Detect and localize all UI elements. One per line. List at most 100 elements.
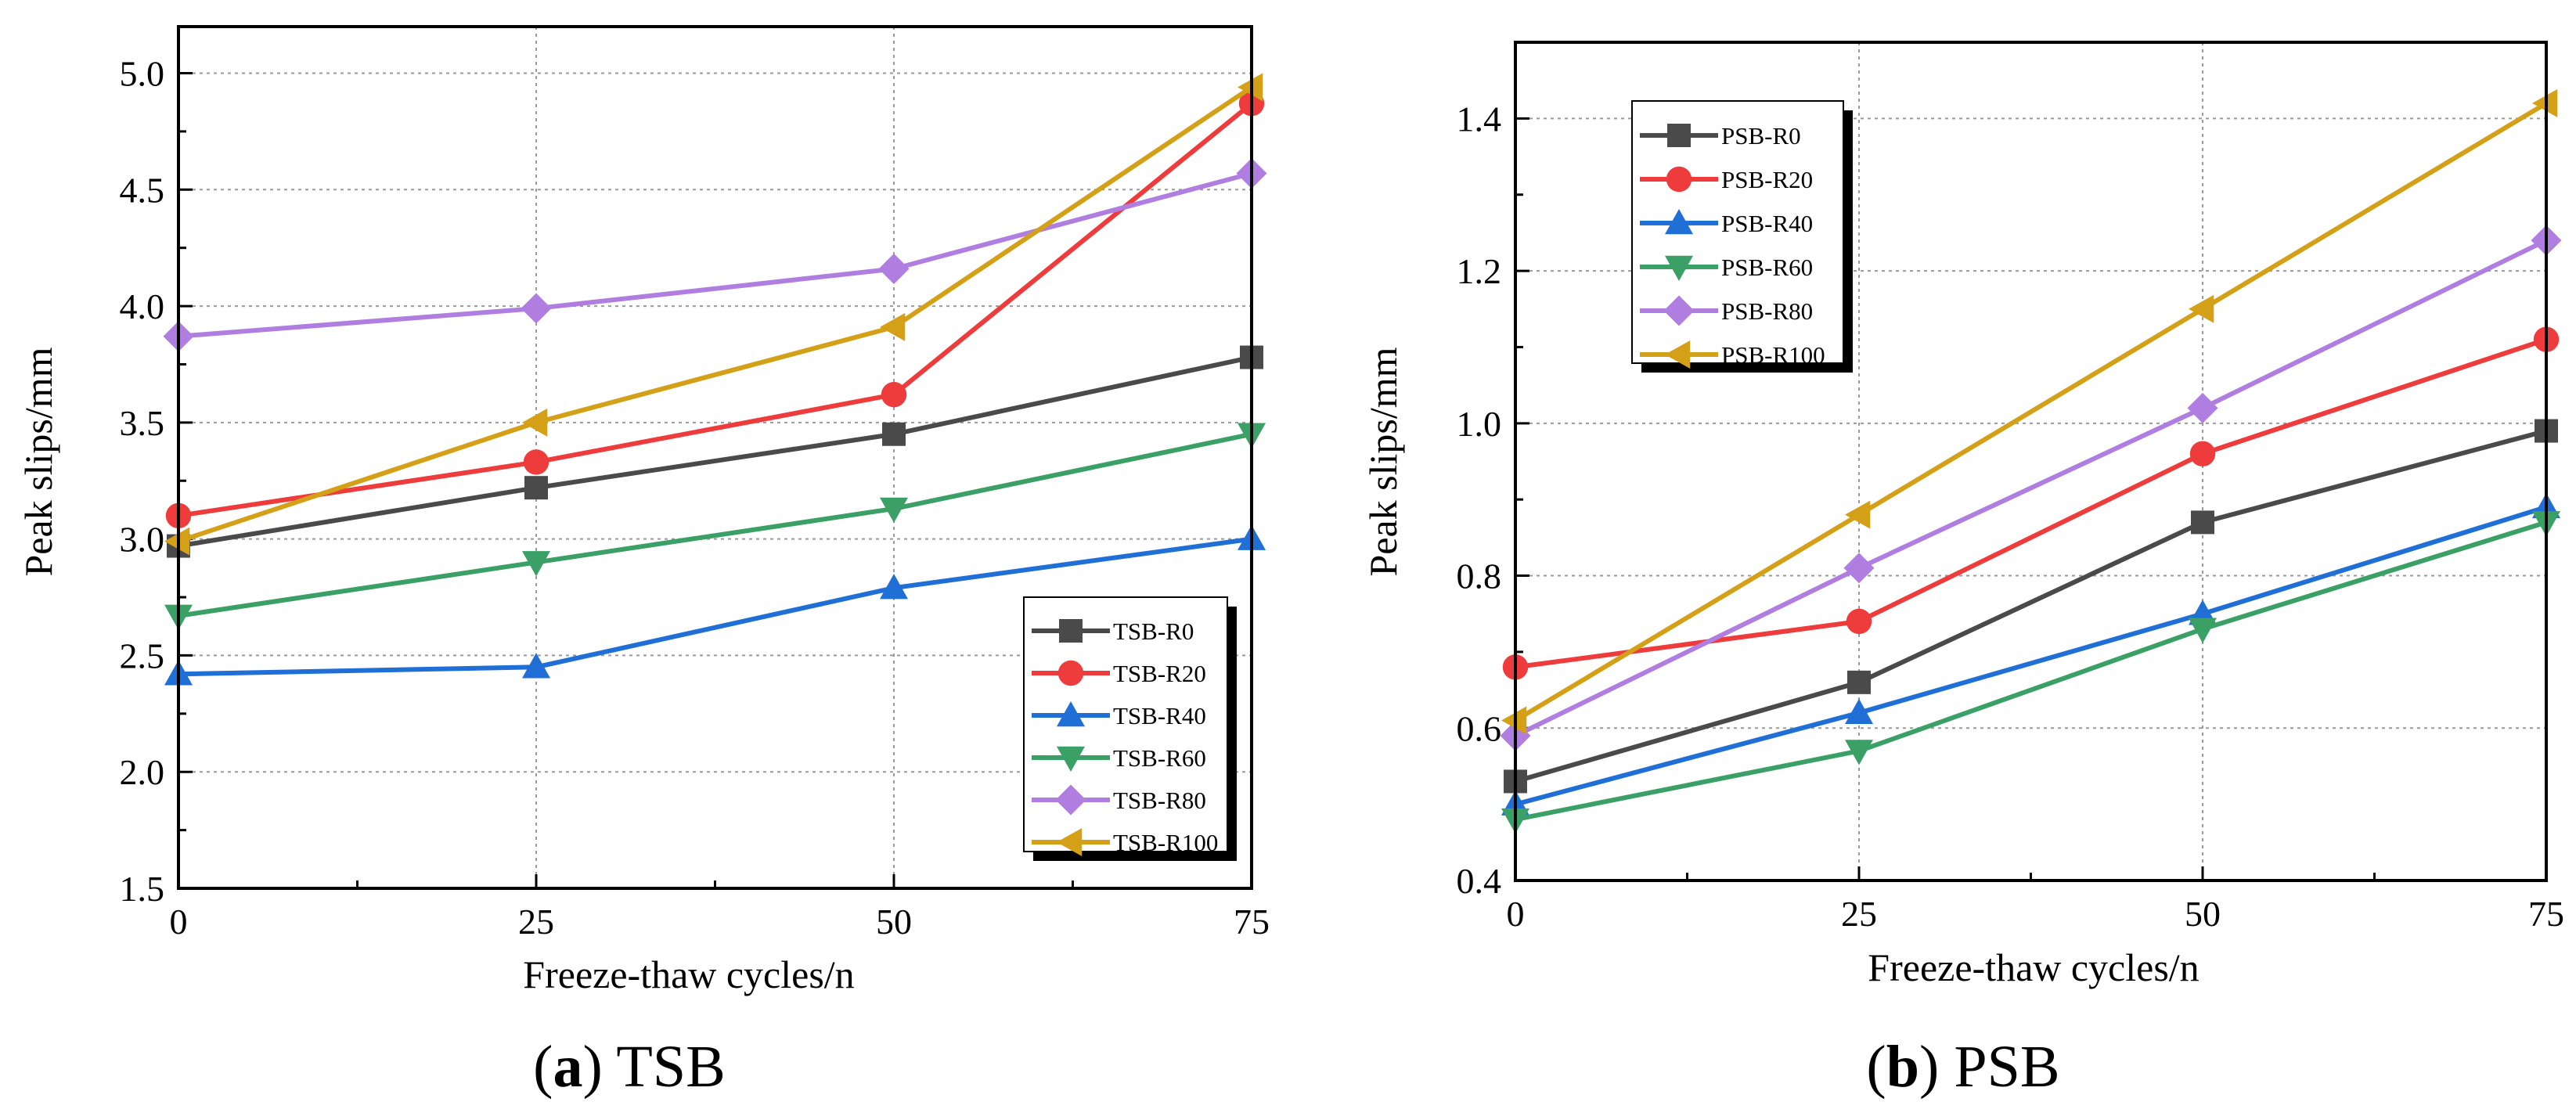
caption-open-paren: (	[533, 1034, 553, 1100]
legend-swatch-marker	[1057, 701, 1085, 727]
chart-panel-psb: 0.4 0.6 0.8 1.0 1.2 1.4 0 25 50 75 Freeze-thaw c…	[1361, 41, 2564, 1100]
legend-entry: PSB-R20	[1640, 166, 1813, 193]
grid-lines	[178, 27, 1252, 888]
x-tick-label: 0	[1507, 894, 1525, 934]
legend-entry: PSB-R60	[1640, 254, 1813, 281]
data-point	[524, 476, 548, 500]
data-point	[522, 551, 550, 577]
x-axis-label: Freeze-thaw cycles/n	[1868, 945, 2199, 989]
data-point	[880, 574, 908, 600]
caption-close-paren: )	[582, 1034, 616, 1100]
legend: TSB-R0 TSB-R20 TSB-R40 TSB-R60 TSB-R80 TSB-R1…	[1023, 596, 1237, 861]
data-point	[523, 449, 549, 475]
caption-title: TSB	[616, 1034, 725, 1100]
legend-entry: PSB-R100	[1640, 340, 1825, 369]
data-point	[1845, 500, 1871, 529]
legend-swatch-marker	[1663, 295, 1695, 326]
legend-entry: TSB-R60	[1032, 744, 1206, 772]
y-tick-label: 1.0	[1457, 404, 1502, 444]
y-tick-labels: 0.4 0.6 0.8 1.0 1.2 1.4	[1457, 99, 1502, 901]
legend-label: PSB-R60	[1721, 254, 1813, 281]
data-point	[2189, 618, 2217, 643]
y-tick-label: 3.0	[120, 520, 165, 560]
legend-swatch-marker	[1057, 660, 1084, 686]
data-point	[522, 653, 550, 679]
y-tick-label: 1.4	[1457, 99, 1502, 139]
y-tick-label: 1.2	[1457, 251, 1502, 291]
series-line	[1515, 428, 2547, 784]
legend-label: TSB-R80	[1113, 787, 1206, 814]
data-point	[522, 408, 548, 437]
y-axis-label: Peak slips/mm	[1361, 347, 1405, 576]
legend-swatch-marker	[1055, 784, 1086, 816]
caption-close-paren: )	[1919, 1034, 1954, 1100]
data-point	[1846, 608, 1872, 635]
legend-label: PSB-R100	[1721, 341, 1825, 369]
legend-entry: TSB-R0	[1032, 618, 1194, 645]
legend-entry: PSB-R40	[1640, 209, 1813, 237]
series-line	[178, 431, 1252, 618]
data-point	[1847, 670, 1871, 694]
data-point	[1845, 740, 1873, 765]
y-tick-label: 0.4	[1457, 861, 1502, 901]
legend-label: TSB-R0	[1113, 618, 1194, 645]
caption-open-paren: (	[1866, 1034, 1886, 1100]
data-point	[880, 497, 908, 523]
plot-frame	[177, 25, 1253, 890]
data-point	[878, 253, 910, 284]
legend-swatch-marker	[1665, 340, 1691, 369]
y-tick-label: 0.6	[1457, 708, 1502, 748]
series-line	[1515, 337, 2547, 670]
x-axis-label: Freeze-thaw cycles/n	[523, 953, 854, 996]
legend-entry: TSB-R100	[1032, 828, 1218, 856]
legend-label: TSB-R20	[1113, 660, 1206, 687]
panel-caption: (a) TSB	[533, 1034, 726, 1100]
series-line	[1515, 505, 2547, 807]
x-tick-label: 75	[1234, 902, 1270, 942]
legend-label: TSB-R40	[1113, 702, 1206, 729]
x-tick-labels: 0 25 50 75	[170, 902, 1270, 942]
y-tick-label: 4.5	[120, 170, 165, 210]
plot-frame	[1514, 41, 2548, 882]
legend-entry: PSB-R80	[1640, 295, 1813, 326]
y-tick-labels: 1.5 2.0 2.5 3.0 3.5 4.0 4.5 5.0	[120, 54, 165, 909]
legend-swatch-marker	[1059, 619, 1083, 643]
data-point	[882, 422, 906, 446]
series-line	[178, 171, 1252, 339]
data-point	[2189, 441, 2216, 466]
data-point	[1843, 553, 1875, 584]
caption-tag: a	[553, 1034, 582, 1100]
legend-label: TSB-R60	[1113, 744, 1206, 772]
y-tick-label: 2.0	[120, 752, 165, 792]
legend-label: TSB-R100	[1113, 829, 1218, 856]
series-line	[1514, 238, 2548, 738]
legend-swatch-marker	[1057, 746, 1085, 772]
x-tick-label: 25	[518, 902, 554, 942]
legend-label: PSB-R40	[1721, 210, 1813, 237]
legend-entry: TSB-R80	[1032, 784, 1206, 816]
y-tick-label: 1.5	[120, 869, 165, 909]
x-tick-label: 0	[170, 902, 188, 942]
series-layer	[1500, 88, 2562, 834]
y-axis-label: Peak slips/mm	[16, 347, 60, 576]
series-layer	[163, 73, 1267, 686]
legend-swatch-marker	[1665, 255, 1693, 281]
legend-swatch-marker	[1057, 828, 1083, 856]
x-tick-label: 25	[1841, 894, 1877, 934]
data-point	[2189, 294, 2214, 323]
panel-caption: (b) PSB	[1866, 1034, 2059, 1100]
legend-entry: TSB-R20	[1032, 660, 1206, 687]
legend: PSB-R0 PSB-R20 PSB-R40 PSB-R60 PSB-R80 PSB-R1…	[1631, 100, 1853, 373]
series-line	[1514, 101, 2548, 723]
chart-panel-tsb: 1.5 2.0 2.5 3.0 3.5 4.0 4.5 5.0 0 25 50 75 Freeze-…	[16, 25, 1270, 1100]
data-point	[880, 312, 906, 341]
series-line	[178, 101, 1253, 518]
legend-box	[1023, 596, 1228, 852]
legend-label: PSB-R0	[1721, 122, 1801, 149]
x-tick-label: 50	[2185, 894, 2221, 934]
legend-label: PSB-R20	[1721, 166, 1813, 193]
legend-entry: TSB-R40	[1032, 701, 1206, 729]
data-point	[1845, 698, 1873, 725]
